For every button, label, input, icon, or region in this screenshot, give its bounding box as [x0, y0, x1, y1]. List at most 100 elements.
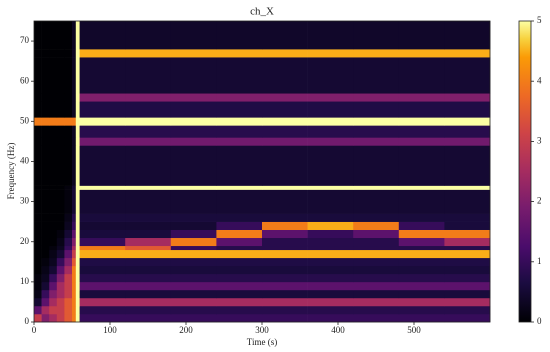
heat-cell — [64, 101, 73, 118]
heat-cell — [75, 265, 80, 275]
heat-cell — [125, 273, 172, 283]
x-tick-label: 500 — [407, 325, 421, 335]
heat-cell — [41, 93, 50, 102]
heat-cell — [170, 245, 217, 251]
heat-cell — [216, 297, 263, 307]
heat-cell — [353, 137, 400, 146]
heat-cell — [49, 117, 58, 126]
heat-cell — [125, 249, 172, 259]
heat-cell — [398, 281, 445, 291]
heat-cell — [125, 125, 172, 138]
heat-cell — [170, 273, 217, 283]
heat-cell — [262, 49, 308, 58]
heat-cell — [216, 93, 263, 102]
heat-cell — [56, 185, 65, 190]
heat-cell — [64, 137, 73, 146]
heat-cell — [75, 117, 80, 126]
heat-cell — [75, 273, 80, 283]
heat-cell — [353, 213, 400, 222]
heat-cell — [72, 117, 77, 126]
heat-cell — [444, 305, 491, 315]
heat-cell — [170, 185, 217, 190]
heat-cell — [41, 273, 50, 283]
heat-cell — [64, 57, 73, 94]
y-tick-label: 20 — [20, 236, 30, 246]
heat-cell — [49, 49, 58, 58]
heat-cell — [56, 57, 65, 94]
heat-cell — [34, 289, 42, 299]
heat-cell — [49, 189, 58, 214]
heat-cell — [79, 245, 126, 251]
heat-cell — [262, 297, 308, 307]
heat-cell — [307, 213, 354, 222]
heat-cell — [216, 257, 263, 267]
heat-cell — [307, 249, 354, 259]
heat-cell — [170, 229, 217, 239]
heat-cell — [125, 297, 172, 307]
heat-cell — [56, 101, 65, 118]
heat-cell — [56, 265, 65, 275]
heat-cell — [262, 93, 308, 102]
heat-cell — [41, 265, 50, 275]
heat-cell — [307, 137, 354, 146]
heat-cell — [75, 21, 80, 50]
heat-cell — [75, 237, 80, 247]
heat-cell — [216, 189, 263, 214]
heat-cell — [79, 313, 126, 323]
heat-cell — [34, 189, 42, 214]
heat-cell — [49, 221, 58, 230]
heat-cell — [49, 125, 58, 138]
heat-cell — [34, 185, 42, 190]
heat-cell — [262, 237, 308, 247]
heat-cell — [56, 305, 65, 315]
heat-cell — [398, 93, 445, 102]
heat-cell — [307, 145, 354, 186]
heat-cell — [125, 93, 172, 102]
heat-cell — [398, 297, 445, 307]
x-tick-label: 400 — [331, 325, 345, 335]
heat-cell — [444, 289, 491, 299]
heat-cell — [170, 305, 217, 315]
heat-cell — [262, 137, 308, 146]
heat-cell — [79, 289, 126, 299]
heat-cell — [75, 245, 80, 251]
heat-cell — [34, 265, 42, 275]
heat-cell — [56, 297, 65, 307]
heat-cell — [72, 213, 77, 222]
heat-cell — [72, 281, 77, 291]
heat-cell — [72, 185, 77, 190]
heat-cell — [444, 185, 491, 190]
heat-cell — [353, 273, 400, 283]
heat-cell — [34, 257, 42, 267]
heat-cell — [353, 125, 400, 138]
y-tick-label: 70 — [20, 35, 30, 45]
heat-cell — [41, 125, 50, 138]
colorbar-tick-label: 5 — [537, 15, 542, 25]
heat-cell — [307, 289, 354, 299]
x-tick-label: 0 — [32, 325, 37, 335]
heat-cell — [79, 49, 126, 58]
heat-cell — [307, 237, 354, 247]
y-tick-label: 50 — [20, 115, 30, 125]
heat-cell — [353, 237, 400, 247]
heat-cell — [170, 289, 217, 299]
heat-cell — [398, 101, 445, 118]
heat-cell — [64, 189, 73, 214]
heat-cell — [170, 21, 217, 50]
heat-cell — [398, 117, 445, 126]
heat-cell — [56, 289, 65, 299]
heat-cell — [262, 185, 308, 190]
heat-cell — [72, 265, 77, 275]
heat-cell — [72, 101, 77, 118]
heat-cell — [64, 257, 73, 267]
heat-cell — [444, 57, 491, 94]
heat-cell — [216, 117, 263, 126]
heat-cell — [56, 257, 65, 267]
heat-cell — [125, 229, 172, 239]
heat-cell — [56, 117, 65, 126]
heat-cell — [49, 245, 58, 251]
heat-cell — [444, 137, 491, 146]
heat-cell — [262, 305, 308, 315]
colorbar-tick-label: 2 — [537, 196, 542, 206]
heat-cell — [353, 117, 400, 126]
